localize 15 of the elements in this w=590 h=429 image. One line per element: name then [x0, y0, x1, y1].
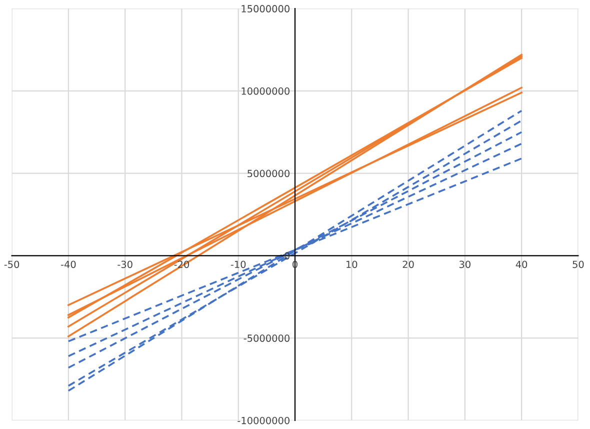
y-tick-label: 0	[284, 252, 290, 260]
y-tick-label: 15000000	[242, 5, 290, 12]
x-tick-label: -10	[230, 260, 246, 268]
x-tick-label: 30	[459, 260, 470, 268]
y-tick-label: 5000000	[248, 170, 290, 178]
y-tick-label: -10000000	[238, 416, 290, 424]
x-tick-label: -40	[60, 260, 76, 268]
x-tick-label: 20	[402, 260, 414, 268]
x-tick-label: 50	[572, 260, 584, 268]
x-tick-label: 10	[346, 260, 358, 268]
y-tick-label: -5000000	[244, 334, 290, 342]
x-tick-label: -30	[118, 260, 132, 268]
x-tick-label: 40	[516, 260, 528, 268]
y-tick-label: 10000000	[242, 87, 290, 95]
x-tick-label: -50	[4, 260, 20, 268]
